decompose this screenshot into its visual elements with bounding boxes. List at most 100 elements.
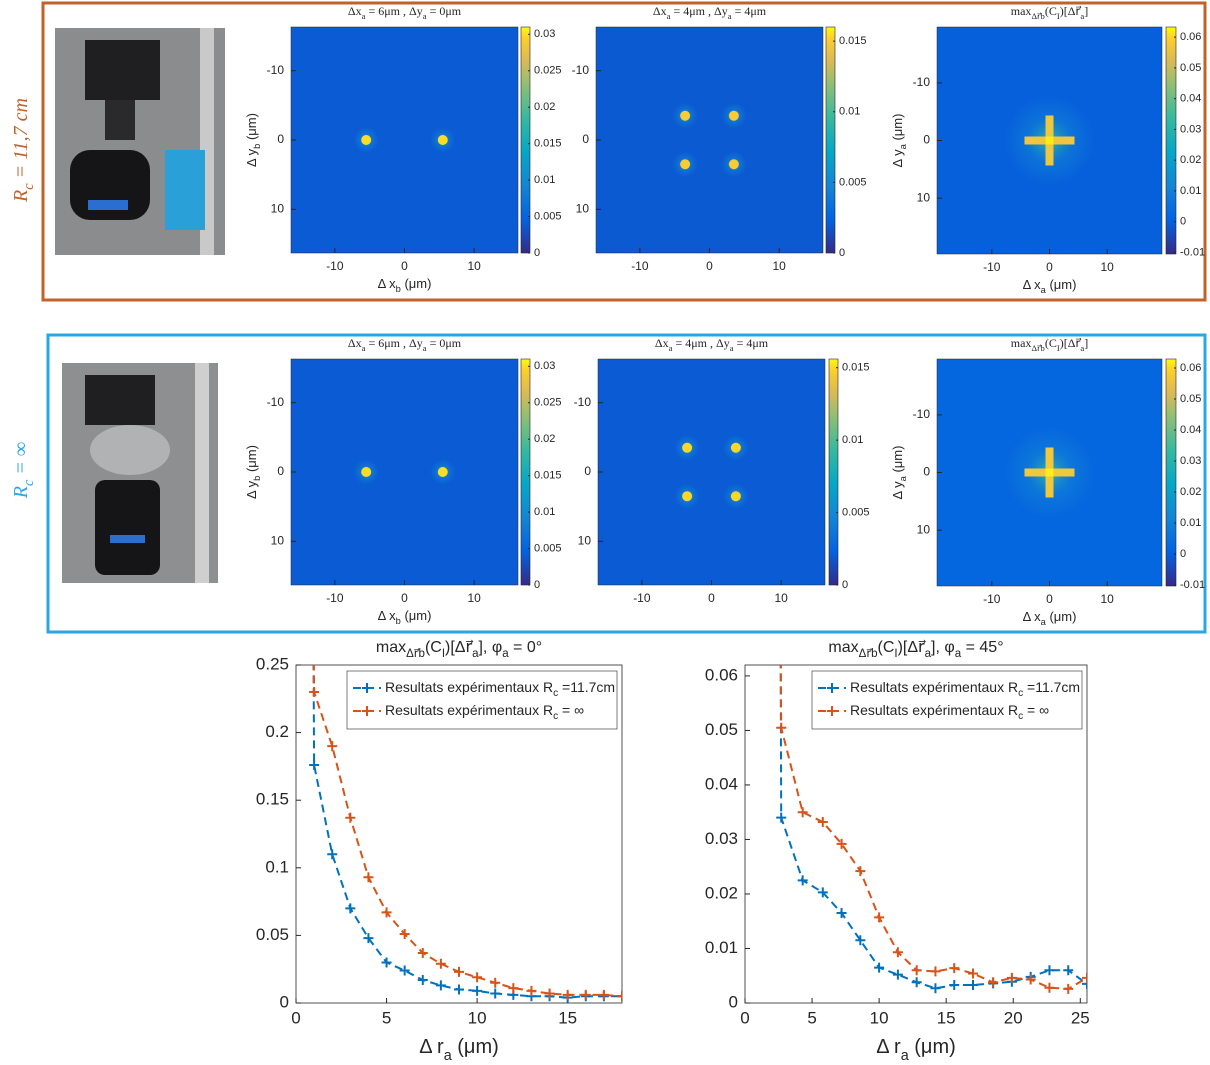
y-tick-label: -10	[267, 395, 285, 409]
marker	[836, 838, 847, 849]
marker	[892, 947, 903, 958]
x-tick-label: 10	[1101, 260, 1115, 274]
chart-title: maxΔr⃗b(CI)[Δr⃗a]	[1011, 4, 1088, 21]
colorbar-tick-label: 0	[534, 247, 540, 259]
text-part: = 4μm	[732, 4, 767, 18]
text-part: Δx	[653, 4, 667, 18]
subscript: a	[1041, 617, 1047, 627]
y-tick-label: 0	[582, 132, 589, 146]
text-part: = 0μm	[427, 4, 462, 18]
text-part: = 11,7 cm	[10, 98, 32, 183]
marker	[309, 760, 320, 771]
marker	[381, 957, 392, 968]
subscript: a	[955, 648, 962, 660]
subscript: I	[1057, 343, 1060, 353]
peak	[361, 467, 372, 477]
text-part: =11.7cm	[1023, 679, 1080, 695]
y-tick-label: 0	[584, 464, 591, 478]
colorbar-tick-label: 0.015	[839, 35, 867, 47]
colorbar-tick-label: 0	[842, 579, 848, 591]
text-part: Δ x	[1023, 609, 1042, 624]
marker	[381, 907, 392, 918]
colorbar-tick-label: 0.02	[1180, 486, 1201, 498]
y-axis-label: Δ ya (μm)	[890, 446, 908, 500]
y-tick-label: 0.2	[265, 722, 289, 741]
colorbar-tick-label: 0.04	[1180, 424, 1201, 436]
subscript: a	[667, 11, 671, 21]
y-tick-label: -10	[913, 75, 931, 89]
line	[312, 665, 622, 999]
y-tick-label: 0	[280, 992, 289, 1011]
marker	[776, 812, 787, 823]
text-part: max	[1011, 336, 1032, 350]
photo	[55, 28, 225, 255]
y-tick-label: 0.15	[256, 790, 289, 809]
text-part: Resultats expérimentaux R	[385, 679, 553, 695]
x-tick-label: 10	[772, 259, 786, 273]
colorbar-tick-label: 0.01	[1180, 185, 1201, 197]
subscript: a	[472, 648, 479, 660]
colorbar	[828, 358, 839, 586]
chart-title: Δxa = 6μm , Δya = 0μm	[348, 336, 462, 353]
colorbar-tick-label: 0	[1180, 548, 1186, 560]
subscript: a	[444, 1048, 452, 1064]
text-part: Δ x	[378, 608, 397, 623]
colorbar-tick-label: 0.005	[842, 506, 870, 518]
text-part: (μm)	[244, 113, 259, 144]
colorbar-tick-label: 0.005	[534, 210, 562, 222]
text-part: max	[1011, 4, 1032, 18]
peak	[682, 442, 693, 453]
subscript: I	[442, 648, 445, 660]
peak	[730, 442, 741, 453]
subscript: a	[1041, 285, 1047, 295]
marker	[363, 872, 374, 883]
text-part: = ∞	[1023, 702, 1049, 718]
subscript: c	[1018, 711, 1023, 722]
x-axis-label: Δ ra (μm)	[876, 1036, 956, 1064]
x-tick-label: 0	[401, 591, 408, 605]
y-tick-label: 0.25	[256, 654, 289, 673]
y-axis-label: Δ ya (μm)	[890, 114, 908, 168]
x-tick-label: 0	[740, 1008, 749, 1027]
colorbar-tick-label: 0.05	[1180, 62, 1201, 74]
subscript: c	[1018, 688, 1023, 699]
chart-title: maxΔr⃗b(CI)[Δr⃗a], φa = 0°	[376, 639, 542, 660]
heatmap-layer	[353, 459, 456, 485]
subscript: c	[553, 711, 558, 722]
peak	[437, 135, 448, 145]
heatmap-layer	[353, 127, 456, 153]
y-tick-label: -10	[913, 407, 931, 421]
y-tick-label: 0	[277, 132, 284, 146]
marker	[817, 817, 828, 828]
y-tick-label: 0.04	[705, 774, 738, 793]
marker	[1006, 972, 1017, 983]
text-part: Δ x	[1023, 277, 1042, 292]
subscript: a	[728, 11, 732, 21]
legend-label: Resultats expérimentaux Rc = ∞	[385, 702, 584, 722]
peak	[1045, 136, 1054, 145]
text-part: Resultats expérimentaux R	[850, 679, 1018, 695]
row-frame	[41, 1, 1207, 302]
text-part: Δ r	[419, 1036, 444, 1058]
text-part: Δx	[348, 4, 362, 18]
subscript: a	[901, 1048, 909, 1064]
text-part: Δ r	[876, 1036, 901, 1058]
subscript: b	[396, 284, 401, 294]
marker	[988, 977, 999, 988]
legend-label: Resultats expérimentaux Rc =11.7cm	[850, 679, 1080, 699]
subscript: a	[1080, 343, 1084, 353]
text-part: (μm)	[452, 1036, 499, 1058]
subscript: I	[894, 648, 897, 660]
chart-title: Δxa = 4μm , Δya = 4μm	[655, 336, 769, 353]
marker	[968, 968, 978, 979]
colorbar	[520, 358, 531, 586]
heatmap-background	[291, 359, 518, 585]
x-tick-label: 10	[870, 1008, 889, 1027]
colorbar-tick-label: 0.05	[1180, 393, 1201, 405]
text-part: Resultats expérimentaux R	[385, 702, 553, 718]
text-part: (C	[1045, 336, 1057, 350]
colorbar-tick-label: 0.01	[534, 506, 555, 518]
marker	[855, 866, 866, 877]
subscript: Δr⃗b	[1031, 11, 1044, 21]
x-tick-label: 0	[1046, 260, 1053, 274]
